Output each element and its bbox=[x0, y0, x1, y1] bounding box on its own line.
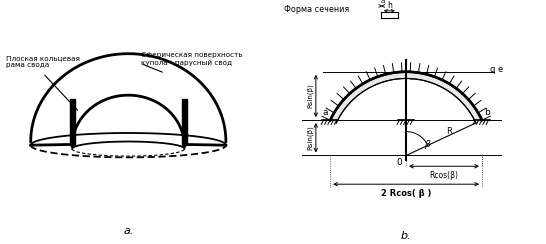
Text: Форма сечения: Форма сечения bbox=[284, 5, 349, 14]
Text: 2 Rcos( β ): 2 Rcos( β ) bbox=[381, 189, 431, 197]
Polygon shape bbox=[330, 72, 482, 123]
Text: q e: q e bbox=[490, 65, 503, 74]
Text: Rsin(β): Rsin(β) bbox=[307, 83, 313, 108]
Polygon shape bbox=[69, 99, 75, 145]
Text: Плоская кольцевая
рама свода: Плоская кольцевая рама свода bbox=[7, 55, 80, 68]
Text: h: h bbox=[387, 1, 392, 10]
Text: 0: 0 bbox=[397, 158, 402, 167]
Polygon shape bbox=[182, 99, 187, 145]
Text: R: R bbox=[447, 127, 452, 136]
Text: Сферическая поверхность
купола - парусный свод: Сферическая поверхность купола - парусны… bbox=[140, 52, 242, 66]
Text: Rsin(β): Rsin(β) bbox=[307, 125, 313, 150]
Text: c: c bbox=[408, 73, 413, 82]
Text: a: a bbox=[381, 0, 385, 4]
Text: β: β bbox=[424, 140, 430, 149]
Text: b.: b. bbox=[401, 231, 411, 241]
Text: b: b bbox=[484, 108, 490, 117]
Text: a.: a. bbox=[123, 226, 134, 236]
Text: a: a bbox=[323, 108, 328, 117]
Text: Rcos(β): Rcos(β) bbox=[430, 171, 459, 180]
